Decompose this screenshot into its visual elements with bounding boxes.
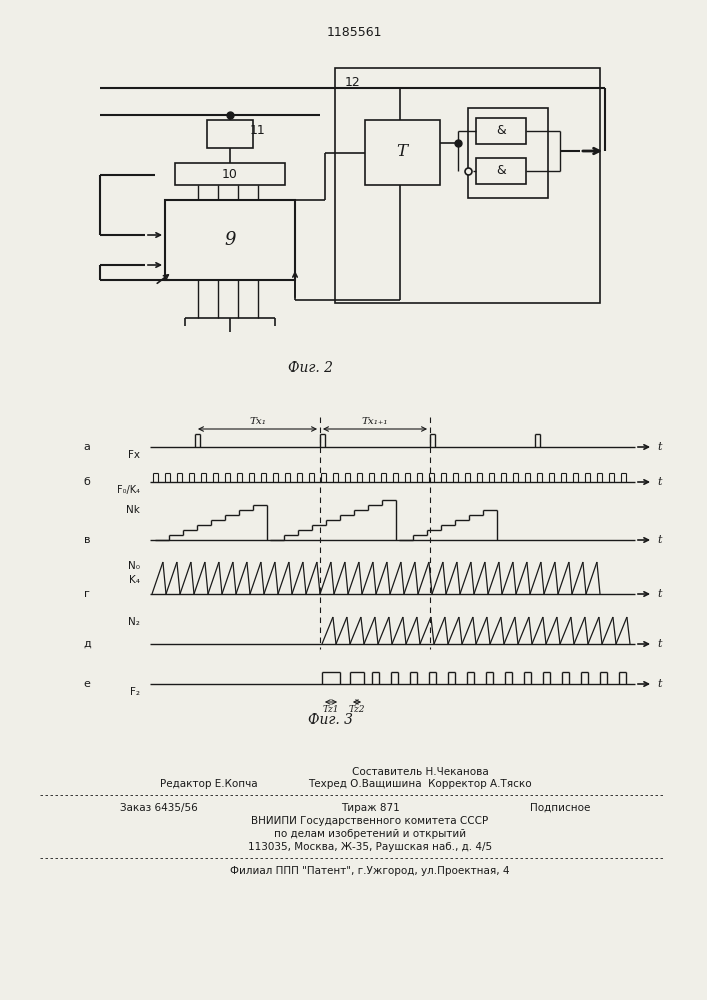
Text: t: t: [658, 589, 662, 599]
Text: N₀: N₀: [128, 561, 140, 571]
Text: в: в: [83, 535, 90, 545]
Text: б: б: [83, 477, 90, 487]
Bar: [165, 200, 295, 280]
Text: 113035, Москва, Ж-35, Раушская наб., д. 4/5: 113035, Москва, Ж-35, Раушская наб., д. …: [248, 842, 492, 852]
Text: д: д: [83, 639, 91, 649]
Text: &: &: [496, 164, 506, 178]
Bar: [335, 68, 600, 303]
Text: t: t: [658, 639, 662, 649]
Text: Составитель Н.Чеканова: Составитель Н.Чеканова: [351, 767, 489, 777]
Text: Техред О.Ващишина  Корректор А.Тяско: Техред О.Ващишина Корректор А.Тяско: [308, 779, 532, 789]
Text: Тx₁: Тx₁: [249, 416, 266, 426]
Bar: [476, 158, 526, 184]
Bar: [365, 120, 440, 185]
Text: Редактор Е.Копча: Редактор Е.Копча: [160, 779, 257, 789]
Text: Nk: Nk: [126, 505, 140, 515]
Text: K₄: K₄: [129, 575, 140, 585]
Text: Тz1: Тz1: [323, 706, 339, 714]
Text: N₂: N₂: [128, 617, 140, 627]
Text: F₂: F₂: [130, 687, 140, 697]
Bar: [207, 120, 253, 148]
Text: Филиал ППП "Патент", г.Ужгород, ул.Проектная, 4: Филиал ППП "Патент", г.Ужгород, ул.Проек…: [230, 866, 510, 876]
Text: Тz2: Тz2: [349, 706, 366, 714]
Text: t: t: [658, 477, 662, 487]
Bar: [175, 163, 285, 185]
Text: 12: 12: [345, 76, 361, 89]
Text: Заказ 6435/56: Заказ 6435/56: [120, 803, 198, 813]
Text: Fx: Fx: [128, 450, 140, 460]
Bar: [468, 108, 548, 198]
Text: 10: 10: [222, 167, 238, 180]
Text: Фиг. 3: Фиг. 3: [308, 713, 353, 727]
Text: T: T: [397, 143, 407, 160]
Text: t: t: [658, 442, 662, 452]
Bar: [476, 118, 526, 144]
Text: е: е: [83, 679, 90, 689]
Text: Тираж 871: Тираж 871: [341, 803, 399, 813]
Text: t: t: [658, 679, 662, 689]
Text: 9: 9: [224, 231, 235, 249]
Text: ВНИИПИ Государственного комитета СССР: ВНИИПИ Государственного комитета СССР: [252, 816, 489, 826]
Text: по делам изобретений и открытий: по делам изобретений и открытий: [274, 829, 466, 839]
Text: F₀/K₄: F₀/K₄: [117, 485, 140, 495]
Text: Подписное: Подписное: [530, 803, 590, 813]
Text: Тx₁₊₁: Тx₁₊₁: [362, 416, 388, 426]
Text: t: t: [658, 535, 662, 545]
Text: 11: 11: [250, 124, 266, 137]
Text: 1185561: 1185561: [326, 25, 382, 38]
Text: Фиг. 2: Фиг. 2: [288, 361, 332, 375]
Text: а: а: [83, 442, 90, 452]
Text: г: г: [84, 589, 90, 599]
Text: &: &: [496, 124, 506, 137]
